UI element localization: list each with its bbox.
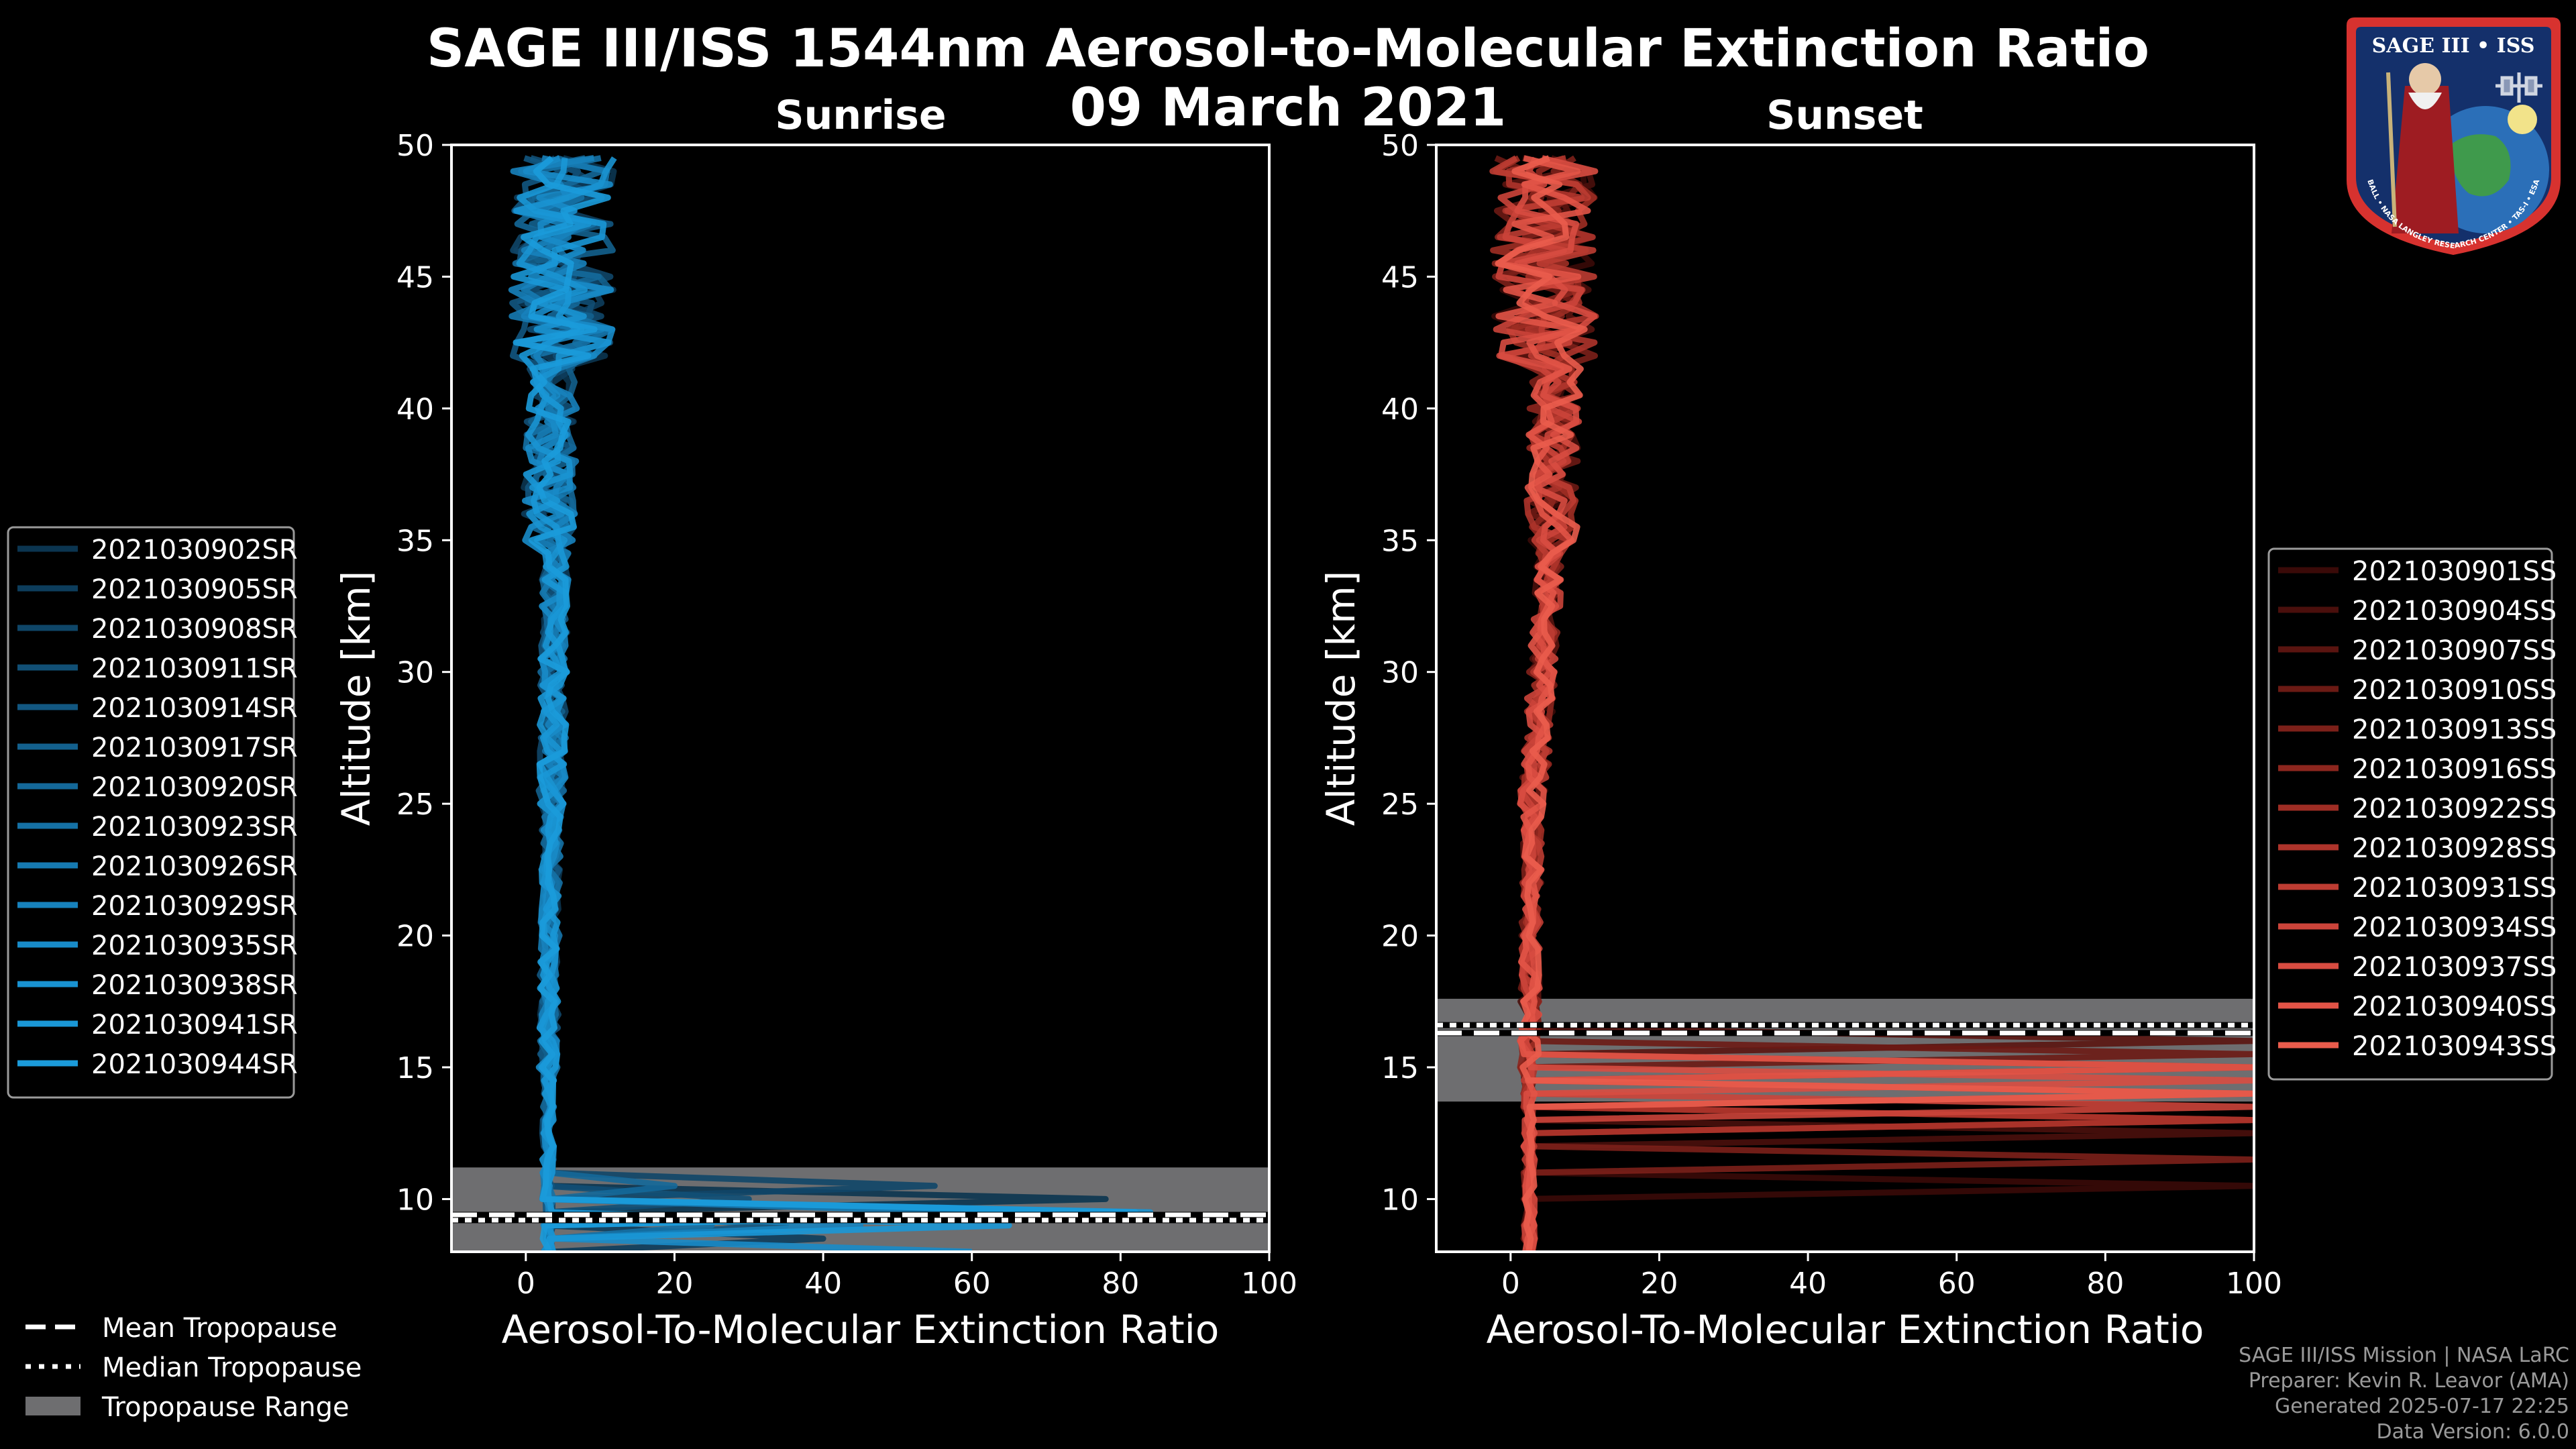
footer-credits: SAGE III/ISS Mission | NASA LaRC Prepare… — [2239, 1343, 2569, 1445]
legend-box — [7, 526, 295, 1099]
legend-label: 2021030937SS — [2352, 952, 2557, 983]
legend-label: 2021030934SS — [2352, 912, 2557, 943]
y-tick-label: 45 — [1381, 260, 1419, 294]
y-axis-label: Altitude [km] — [1318, 571, 1364, 826]
legend-label: 2021030943SS — [2352, 1031, 2557, 1062]
panel-title-sunrise: Sunrise — [775, 92, 946, 139]
footer-data-version: Data Version: 6.0.0 — [2376, 1420, 2569, 1444]
y-tick-label: 10 — [396, 1183, 434, 1217]
x-tick-label: 0 — [517, 1267, 535, 1301]
y-tick-label: 50 — [396, 129, 434, 163]
x-tick-label: 0 — [1501, 1267, 1520, 1301]
legend-label: 2021030911SR — [91, 653, 298, 684]
panel-title-sunset: Sunset — [1766, 92, 1923, 139]
x-tick-label: 80 — [2086, 1267, 2124, 1301]
legend-label: 2021030922SS — [2352, 794, 2557, 824]
legend-label: 2021030923SR — [91, 812, 298, 843]
legend-label: 2021030916SS — [2352, 754, 2557, 785]
legend-label: 2021030907SS — [2352, 635, 2557, 666]
plot-area-sunrise — [451, 155, 1269, 1252]
chart-title: SAGE III/ISS 1544nm Aerosol-to-Molecular… — [427, 19, 2149, 79]
profile-line-2021030902SR — [513, 155, 1109, 1252]
plot-frame-sunset — [1435, 144, 2255, 1253]
y-tick-label: 30 — [396, 656, 434, 690]
legend-median-label: Median Tropopause — [102, 1352, 362, 1383]
legend-mean-label: Mean Tropopause — [102, 1313, 337, 1344]
legend-label: 2021030929SR — [91, 891, 298, 922]
legend-range-label: Tropopause Range — [101, 1392, 350, 1423]
y-tick-label: 20 — [1381, 920, 1419, 954]
legend-label: 2021030935SR — [91, 930, 298, 961]
x-tick-label: 100 — [1241, 1267, 1297, 1301]
legend-label: 2021030944SR — [91, 1049, 298, 1080]
y-tick-label: 45 — [396, 260, 434, 294]
y-tick-label: 10 — [1381, 1183, 1419, 1217]
x-tick-label: 20 — [1640, 1267, 1678, 1301]
y-tick-label: 30 — [1381, 656, 1419, 690]
legend-label: 2021030920SR — [91, 772, 298, 803]
legend-box — [2267, 547, 2553, 1081]
legend-label: 2021030938SR — [91, 970, 298, 1001]
legend-label: 2021030901SS — [2352, 556, 2557, 587]
y-tick-label: 15 — [1381, 1051, 1419, 1085]
y-tick-label: 20 — [396, 920, 434, 954]
y-axis-label: Altitude [km] — [333, 571, 379, 826]
y-tick-label: 50 — [1381, 129, 1419, 163]
logo-title: SAGE III • ISS — [2372, 34, 2535, 58]
profile-line-2021030943SS — [1495, 155, 2254, 1252]
legend-label: 2021030904SS — [2352, 596, 2557, 627]
sage-logo: SAGE III • ISS BALL • NASA LANGLEY RESEA… — [2347, 17, 2561, 255]
legend-label: 2021030917SR — [91, 733, 298, 763]
legend-label: 2021030941SR — [91, 1010, 298, 1040]
x-tick-label: 60 — [953, 1267, 991, 1301]
profile-line-2021030938SR — [513, 156, 1154, 1252]
x-axis-label: Aerosol-To-Molecular Extinction Ratio — [502, 1307, 1220, 1352]
legend-label: 2021030928SS — [2352, 833, 2557, 864]
profile-line-2021030944SR — [513, 156, 1138, 1252]
legend-label: 2021030931SS — [2352, 873, 2557, 904]
footer-mission: SAGE III/ISS Mission | NASA LaRC — [2239, 1344, 2569, 1367]
legend-label: 2021030914SR — [91, 693, 298, 724]
panel-sunrise: 10 15 20 25 30 35 40 45 50 0 20 40 60 80 100 Aerosol-To… — [7, 92, 1297, 1352]
legend-range-swatch — [25, 1397, 80, 1415]
legend-sunset: 2021030901SS 2021030904SS 2021030907SS 2021… — [2267, 547, 2557, 1081]
legend-label: 2021030940SS — [2352, 991, 2557, 1022]
x-tick-label: 100 — [2226, 1267, 2282, 1301]
x-tick-label: 40 — [804, 1267, 842, 1301]
legend-label: 2021030902SR — [91, 535, 298, 566]
y-tick-label: 40 — [1381, 392, 1419, 427]
tropopause-legend: Mean Tropopause Median Tropopause Tropopau… — [25, 1313, 362, 1423]
legend-label: 2021030905SR — [91, 574, 298, 605]
y-tick-label: 40 — [396, 392, 434, 427]
legend-label: 2021030910SS — [2352, 675, 2557, 706]
panel-sunset: 10 15 20 25 30 35 40 45 50 0 20 40 60 80 100 Aerosol-To… — [1318, 92, 2557, 1352]
legend-sunrise: 2021030902SR 2021030905SR 2021030908SR 2021… — [7, 526, 298, 1099]
y-tick-label: 35 — [396, 524, 434, 558]
footer-preparer: Preparer: Kevin R. Leavor (AMA) — [2248, 1369, 2569, 1393]
x-axis-label: Aerosol-To-Molecular Extinction Ratio — [1487, 1307, 2204, 1352]
legend-label: 2021030913SS — [2352, 714, 2557, 745]
profile-line-2021030941SR — [511, 158, 1012, 1252]
chart-date: 09 March 2021 — [1069, 78, 1507, 138]
x-tick-label: 20 — [655, 1267, 693, 1301]
y-tick-label: 15 — [396, 1051, 434, 1085]
x-tick-label: 60 — [1938, 1267, 1976, 1301]
plot-frame-sunrise — [450, 144, 1271, 1253]
y-tick-label: 35 — [1381, 524, 1419, 558]
footer-generated: Generated 2025-07-17 22:25 — [2274, 1395, 2569, 1418]
y-tick-label: 25 — [1381, 788, 1419, 822]
plot-area-sunset — [1436, 155, 2254, 1252]
legend-label: 2021030926SR — [91, 851, 298, 882]
x-tick-label: 40 — [1789, 1267, 1827, 1301]
legend-label: 2021030908SR — [91, 614, 298, 645]
x-tick-label: 80 — [1102, 1267, 1139, 1301]
y-tick-label: 25 — [396, 788, 434, 822]
